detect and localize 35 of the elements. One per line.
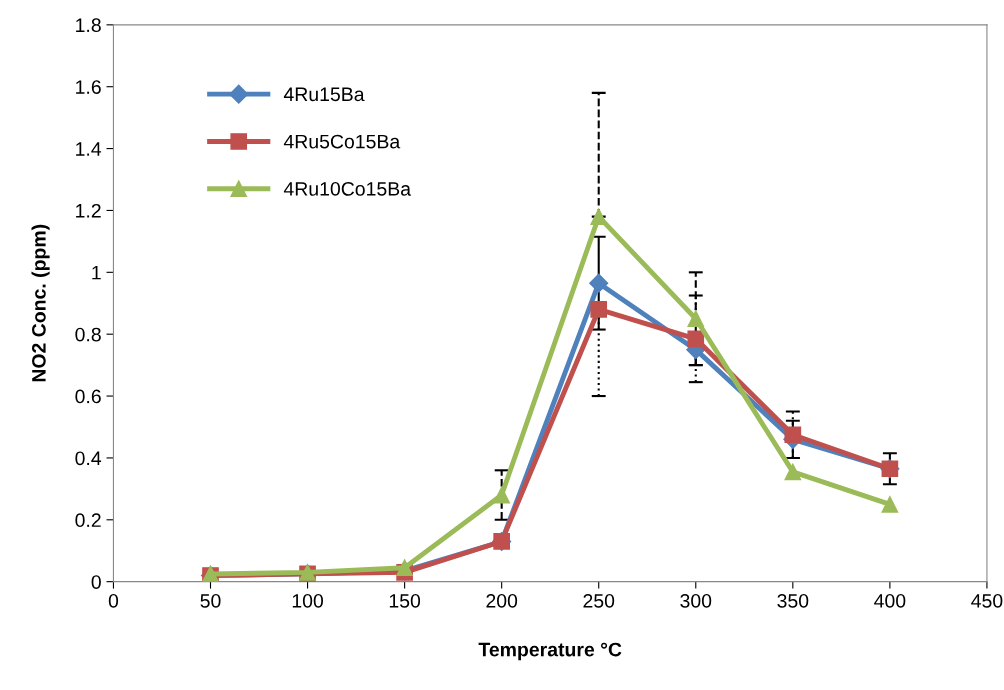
- y-tick-label: 1.6: [76, 80, 101, 94]
- x-tick-label: 400: [874, 593, 906, 608]
- x-tick-label: 100: [292, 593, 324, 608]
- point: [590, 301, 608, 318]
- point: [493, 486, 510, 504]
- y-tick-label: 1.4: [76, 142, 102, 156]
- y-tick-label: 0.8: [75, 327, 101, 342]
- point: [687, 310, 705, 328]
- y-tick-label: 0.6: [75, 389, 101, 404]
- x-tick-label: 0: [108, 593, 119, 608]
- x-tick-label: 200: [486, 593, 518, 608]
- x-axis-title: Temperature °C: [478, 642, 622, 661]
- point: [687, 330, 705, 348]
- point: [396, 559, 413, 577]
- point: [784, 463, 802, 481]
- x-tick-label: 350: [777, 593, 809, 608]
- legend-label: 4Ru5Co15Ba: [283, 134, 401, 149]
- y-tick-label: 0.2: [75, 513, 101, 528]
- x-tick-label: 450: [971, 593, 1003, 608]
- legend-label: 4Ru10Co15Ba: [283, 181, 412, 196]
- y-tick-label: 0: [91, 575, 101, 589]
- legend-label: 4Ru15Ba: [283, 87, 365, 102]
- point: [589, 273, 609, 293]
- y-axis-title: NO2 Conc. (ppm): [31, 224, 50, 382]
- x-tick-label: 50: [200, 593, 221, 608]
- y-tick-label: 1.2: [76, 203, 101, 218]
- point: [881, 495, 899, 513]
- point: [784, 426, 802, 444]
- y-tick-label: 1: [92, 265, 101, 280]
- y-tick-label: 1.8: [76, 18, 101, 33]
- x-tick-label: 150: [389, 593, 421, 608]
- x-tick-label: 250: [583, 593, 615, 608]
- point: [590, 208, 608, 225]
- x-tick-label: 300: [680, 593, 712, 608]
- y-tick-label: 0.4: [75, 451, 102, 466]
